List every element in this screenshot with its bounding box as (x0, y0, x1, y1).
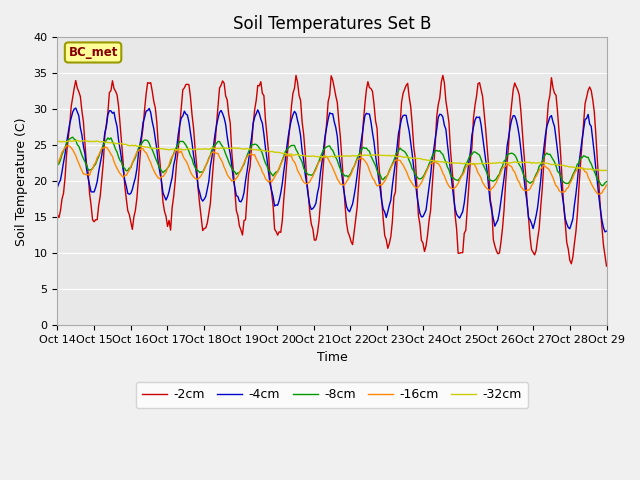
Line: -2cm: -2cm (58, 75, 607, 266)
-8cm (122, 168, 130, 174)
-8cm (603, 179, 611, 184)
-16cm (295, 170, 303, 176)
Title: Soil Temperatures Set B: Soil Temperatures Set B (233, 15, 431, 33)
-16cm (54, 162, 61, 168)
-4cm (246, 144, 254, 150)
Y-axis label: Soil Temperature (C): Soil Temperature (C) (15, 117, 28, 246)
-16cm (237, 167, 244, 173)
-16cm (573, 166, 581, 172)
-32cm (54, 139, 61, 144)
-8cm (54, 162, 61, 168)
-2cm (236, 223, 243, 229)
-32cm (573, 165, 581, 171)
-4cm (72, 105, 79, 111)
Text: BC_met: BC_met (68, 46, 118, 59)
-2cm (217, 83, 225, 88)
-32cm (295, 152, 303, 158)
Line: -4cm: -4cm (58, 108, 607, 232)
Line: -32cm: -32cm (58, 140, 607, 170)
-4cm (603, 228, 611, 234)
-2cm (121, 182, 129, 188)
-4cm (219, 110, 227, 116)
-4cm (601, 229, 609, 235)
-4cm (237, 199, 244, 204)
-2cm (294, 79, 301, 85)
-8cm (598, 183, 605, 189)
-4cm (122, 183, 130, 189)
-32cm (600, 168, 607, 173)
-2cm (603, 263, 611, 269)
-16cm (246, 151, 254, 157)
-32cm (219, 145, 227, 151)
-16cm (122, 173, 130, 179)
-8cm (69, 134, 77, 140)
-16cm (219, 160, 227, 166)
-32cm (237, 145, 244, 151)
-2cm (573, 210, 581, 216)
-2cm (439, 72, 447, 78)
-4cm (54, 184, 61, 190)
-2cm (244, 171, 252, 177)
X-axis label: Time: Time (317, 351, 348, 364)
-8cm (246, 145, 254, 151)
-8cm (295, 153, 303, 159)
-4cm (573, 178, 581, 183)
-32cm (603, 168, 611, 173)
-32cm (122, 142, 130, 147)
Line: -16cm: -16cm (58, 145, 607, 194)
-32cm (74, 137, 81, 143)
-8cm (219, 144, 227, 149)
-16cm (603, 182, 611, 188)
-8cm (237, 168, 244, 173)
Line: -8cm: -8cm (58, 137, 607, 186)
-2cm (54, 212, 61, 217)
-16cm (595, 191, 603, 197)
-8cm (573, 161, 581, 167)
-32cm (246, 146, 254, 152)
-4cm (295, 124, 303, 130)
-16cm (64, 143, 72, 148)
Legend: -2cm, -4cm, -8cm, -16cm, -32cm: -2cm, -4cm, -8cm, -16cm, -32cm (136, 382, 528, 408)
